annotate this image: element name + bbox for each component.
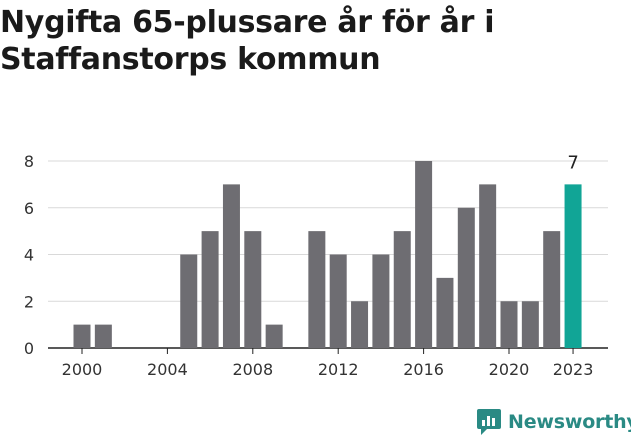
bar	[457, 207, 475, 348]
x-tick-label: 2016	[403, 360, 444, 379]
x-tick-label: 2008	[232, 360, 273, 379]
bar	[94, 324, 112, 348]
bar	[308, 231, 326, 348]
y-tick-label: 2	[24, 292, 34, 311]
bar	[73, 324, 91, 348]
x-tick-label: 2012	[318, 360, 359, 379]
newsworthy-logo-icon	[477, 409, 501, 435]
x-tick-label: 2020	[489, 360, 530, 379]
x-tick-label: 2004	[147, 360, 188, 379]
bar	[265, 324, 283, 348]
bar	[393, 231, 411, 348]
data-labels: 7	[567, 152, 578, 173]
y-tick-label: 6	[24, 199, 34, 218]
y-tick-label: 4	[24, 246, 34, 265]
bar	[351, 301, 369, 348]
bar	[500, 301, 518, 348]
brand-name: Newsworthy	[508, 411, 631, 433]
y-tick-label: 0	[24, 339, 34, 358]
x-tick-label: 2000	[62, 360, 103, 379]
bar	[244, 231, 262, 348]
bar	[329, 254, 347, 348]
chart-title: Nygifta 65-plussare år för år i Staffans…	[0, 5, 495, 77]
bar	[222, 184, 240, 348]
bar	[436, 277, 454, 348]
bar	[180, 254, 198, 348]
newsworthy-logo[interactable]: Newsworthy	[476, 406, 631, 438]
bars	[73, 161, 582, 348]
data-label: 7	[567, 152, 578, 173]
bar	[201, 231, 219, 348]
x-axis-ticks: 2000 2004 2008 2012 2016 2020 2023	[62, 348, 594, 379]
y-tick-label: 8	[24, 152, 34, 171]
bar	[479, 184, 497, 348]
bar	[543, 231, 561, 348]
x-tick-label: 2023	[553, 360, 594, 379]
bar	[564, 184, 582, 348]
bar	[415, 161, 433, 348]
bar	[521, 301, 539, 348]
bar	[372, 254, 390, 348]
y-axis-ticks: 0 2 4 6 8	[24, 152, 34, 358]
